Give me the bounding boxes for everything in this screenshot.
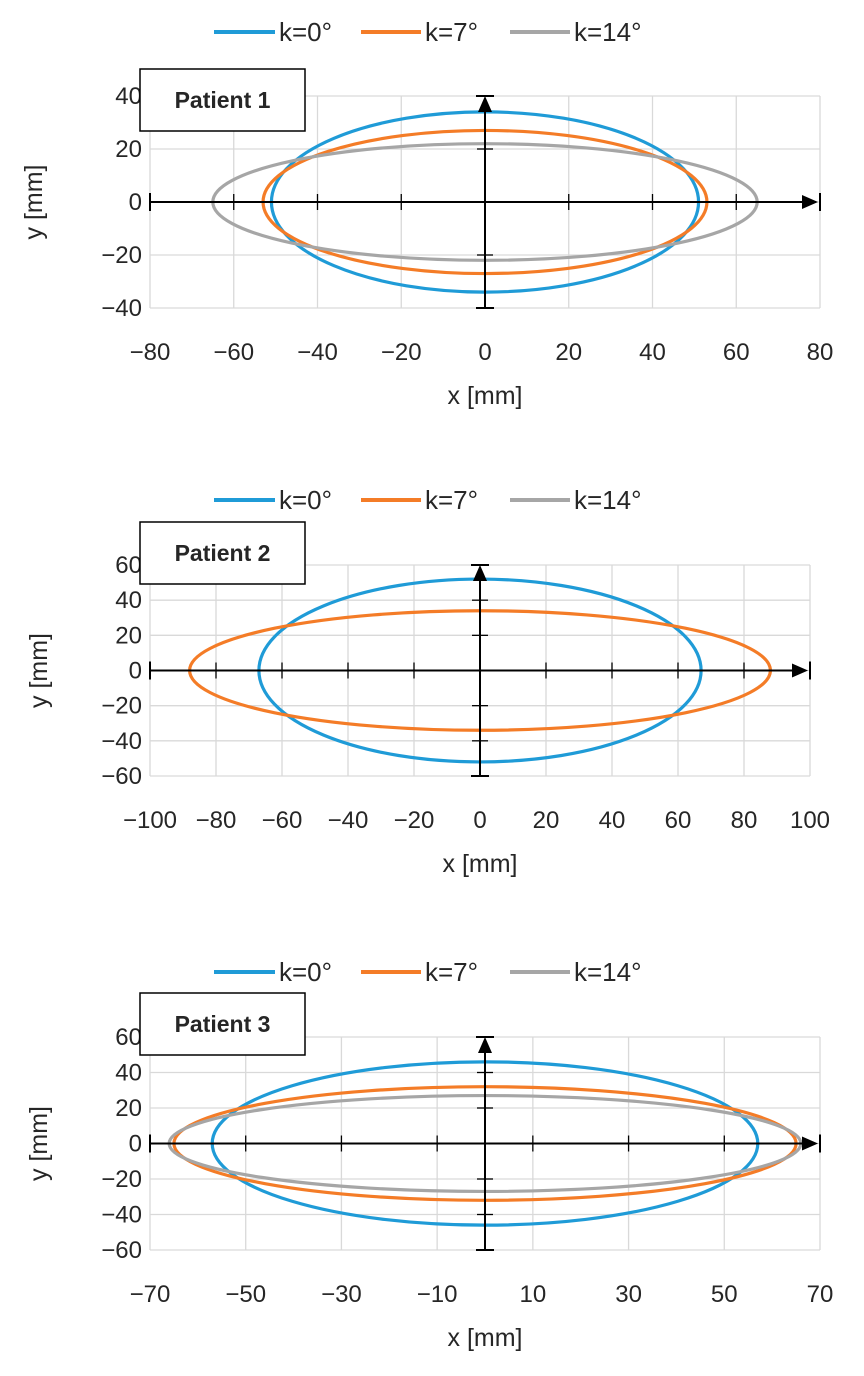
x-tick-label: −20 [394,807,435,834]
patient-label-box [139,992,306,1056]
x-tick-label: −40 [297,339,338,366]
y-tick-label: −20 [101,1166,142,1193]
x-tick-label: 50 [711,1281,738,1308]
x-tick-label: 80 [807,339,834,366]
y-tick-label: 40 [115,1060,142,1087]
x-tick-label: −50 [225,1281,266,1308]
x-tick-label: −70 [130,1281,171,1308]
patient-label-box [139,68,306,132]
y-tick-label: −40 [101,728,142,755]
x-tick-label: 60 [723,339,750,366]
x-tick-label: 0 [478,339,491,366]
x-tick-label: 30 [615,1281,642,1308]
y-tick-label: 20 [115,1095,142,1122]
y-tick-label: 40 [115,83,142,110]
x-tick-label: −80 [130,339,171,366]
x-tick-label: 100 [790,807,830,834]
y-tick-label: 20 [115,622,142,649]
y-axis-arrowhead [478,96,492,112]
x-tick-label: −20 [381,339,422,366]
x-tick-label: −100 [123,807,177,834]
y-tick-label: 60 [115,1024,142,1051]
x-tick-label: 20 [555,339,582,366]
x-tick-label: −30 [321,1281,362,1308]
x-axis-title: x [mm] [443,850,518,878]
x-tick-label: 80 [731,807,758,834]
y-axis-arrowhead [473,565,487,581]
y-tick-label: −20 [101,693,142,720]
y-axis-title: y [mm] [25,633,53,708]
x-axis-arrowhead [802,195,818,209]
legend-label: k=0° [279,485,332,515]
x-tick-label: 10 [520,1281,547,1308]
patient-label: Patient 1 [175,87,271,113]
y-axis-arrowhead [478,1037,492,1053]
x-tick-label: 20 [533,807,560,834]
chart-patient-3: −70 −50 −30 −10 10 30 50 70 −60 −40 −20 0 20 40 60 x [m… [25,957,833,1352]
y-tick-label: −60 [101,763,142,790]
legend-label: k=14° [574,17,642,47]
x-tick-label: −60 [213,339,254,366]
x-axis-title: x [mm] [448,382,523,410]
y-tick-label: 0 [129,189,142,216]
x-axis-arrowhead [792,663,808,678]
y-tick-label: 60 [115,552,142,579]
y-tick-label: 20 [115,136,142,163]
chart-patient-1: −80 −60 −40 −20 0 20 40 60 80 −40 −20 0 20 40 x [mm] y … [20,17,833,410]
x-tick-label: −80 [196,807,237,834]
y-tick-label: −40 [101,1202,142,1229]
legend-label: k=7° [425,957,478,987]
x-tick-label: −40 [328,807,369,834]
x-tick-label: −60 [262,807,303,834]
y-tick-label: 0 [129,1131,142,1158]
y-tick-label: 0 [129,658,142,685]
x-tick-label: 60 [665,807,692,834]
x-tick-label: 40 [639,339,666,366]
patient-label: Patient 3 [175,1011,271,1037]
chart-patient-2: −100 −80 −60 −40 −20 0 20 40 60 80 100 −60 −40 −20 0 20… [25,485,830,878]
x-tick-label: −10 [417,1281,458,1308]
legend-label: k=0° [279,957,332,987]
patient-label: Patient 2 [175,540,271,566]
x-tick-label: 0 [473,807,486,834]
legend-label: k=14° [574,957,642,987]
legend-label: k=7° [425,17,478,47]
legend-label: k=0° [279,17,332,47]
legend-label: k=7° [425,485,478,515]
y-tick-label: 40 [115,587,142,614]
x-axis-title: x [mm] [448,1324,523,1352]
y-tick-label: −60 [101,1237,142,1264]
patient-label-box [139,521,306,585]
y-axis-title: y [mm] [25,1106,53,1181]
y-tick-label: −40 [101,295,142,322]
x-axis-arrowhead [802,1136,818,1151]
y-axis-title: y [mm] [20,165,48,240]
legend-label: k=14° [574,485,642,515]
y-tick-label: −20 [101,242,142,269]
x-tick-label: 70 [807,1281,834,1308]
x-tick-label: 40 [599,807,626,834]
